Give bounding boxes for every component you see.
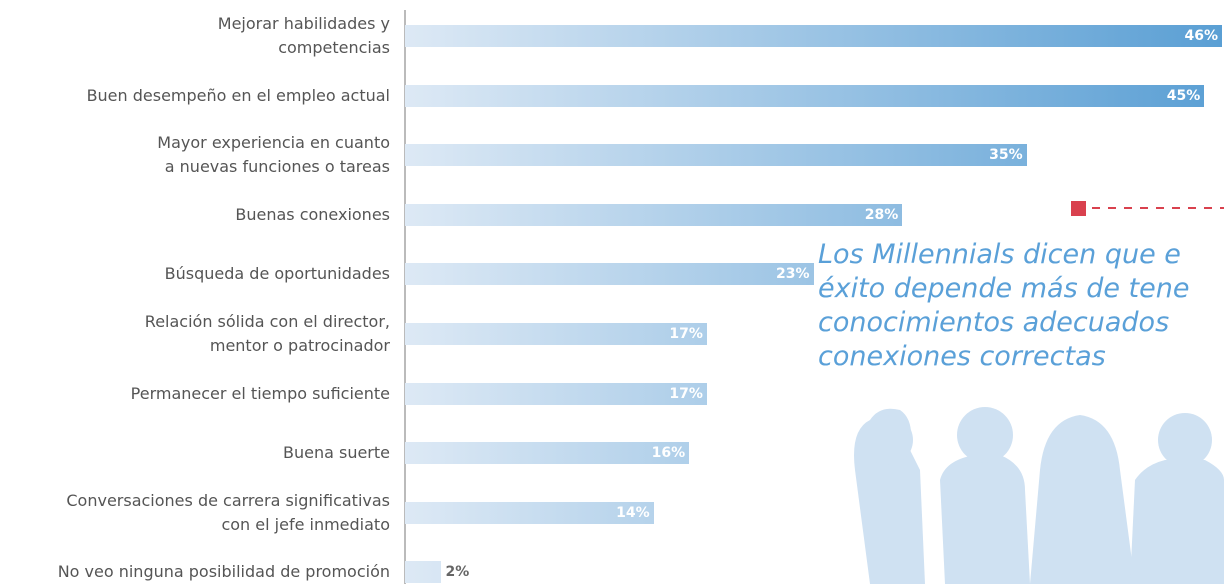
category-label: No veo ninguna posibilidad de promoción xyxy=(58,560,390,584)
category-label: Búsqueda de oportunidades xyxy=(165,262,390,286)
bar xyxy=(405,204,902,226)
bar xyxy=(405,383,707,405)
value-label: 17% xyxy=(663,323,703,345)
category-label: Conversaciones de carrera significativas… xyxy=(66,489,390,537)
annotation-line: conocimientos adecuados xyxy=(818,306,1169,340)
value-label: 46% xyxy=(1178,25,1218,47)
chart: Mejorar habilidades y competencias 46% Bue… xyxy=(0,0,1224,584)
value-label: 35% xyxy=(983,144,1023,166)
annotation-line: Los Millennials dicen que e xyxy=(818,238,1181,272)
value-label: 28% xyxy=(858,204,898,226)
bar xyxy=(405,323,707,345)
annotation-line: éxito depende más de tene xyxy=(818,272,1189,306)
category-label: Buena suerte xyxy=(283,441,390,465)
bar xyxy=(405,263,814,285)
value-label: 45% xyxy=(1160,85,1200,107)
bar xyxy=(405,85,1204,107)
category-label: Permanecer el tiempo suficiente xyxy=(131,382,390,406)
bar xyxy=(405,144,1027,166)
category-label: Mejorar habilidades y competencias xyxy=(218,12,390,60)
annotation-line: conexiones correctas xyxy=(818,340,1106,374)
category-label: Relación sólida con el director, mentor … xyxy=(145,310,390,358)
value-label: 17% xyxy=(663,383,703,405)
value-label: 23% xyxy=(770,263,810,285)
value-label: 14% xyxy=(610,502,650,524)
value-label: 2% xyxy=(446,561,470,583)
category-label: Mayor experiencia en cuanto a nuevas fun… xyxy=(157,131,390,179)
category-label: Buenas conexiones xyxy=(235,203,390,227)
bar xyxy=(405,561,441,583)
category-label: Buen desempeño en el empleo actual xyxy=(87,84,390,108)
value-label: 16% xyxy=(645,442,685,464)
bar xyxy=(405,25,1222,47)
